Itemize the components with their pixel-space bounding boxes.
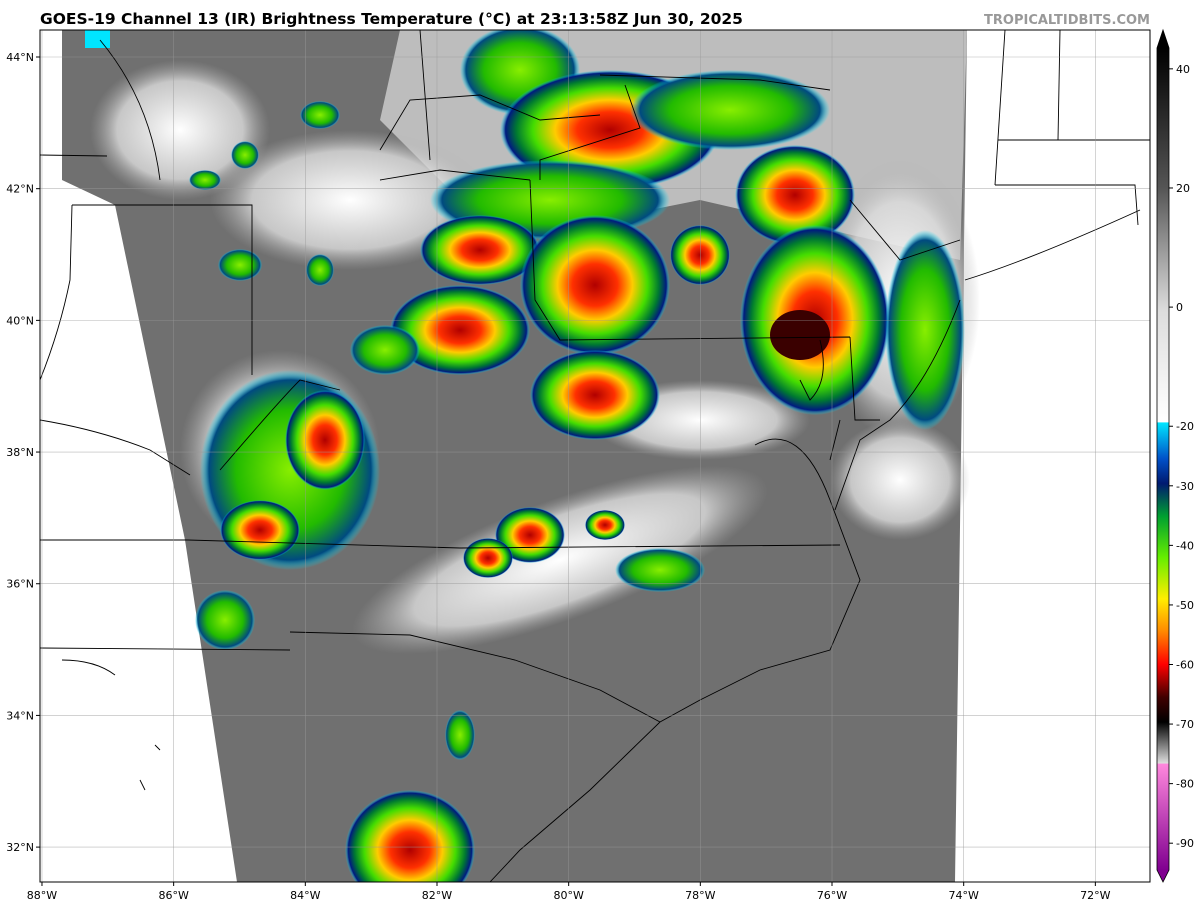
colorbar-tick-label: -80	[1176, 778, 1194, 791]
colorbar-tick-label: -90	[1176, 837, 1194, 850]
colorbar-extend-bottom	[1157, 870, 1169, 882]
lat-tick-label: 44°N	[6, 51, 34, 64]
lon-tick-label: 88°W	[27, 889, 57, 902]
borders	[40, 30, 1150, 882]
lon-tick-label: 80°W	[553, 889, 583, 902]
colorbar-tick-label: -60	[1176, 659, 1194, 672]
lon-tick-label: 72°W	[1080, 889, 1110, 902]
lon-tick-label: 82°W	[422, 889, 452, 902]
credit: TROPICALTIDBITS.COM	[984, 13, 1150, 28]
colorbar-frame	[1156, 28, 1170, 883]
colorbar-extend-top	[1157, 30, 1169, 48]
map-title: GOES-19 Channel 13 (IR) Brightness Tempe…	[40, 10, 743, 28]
lat-tick-label: 42°N	[6, 183, 34, 196]
lat-tick-label: 36°N	[6, 578, 34, 591]
satellite-imagery	[40, 30, 1150, 882]
colorbar-tick-label: -20	[1176, 420, 1194, 433]
lon-tick-label: 78°W	[685, 889, 715, 902]
colorbar	[1157, 48, 1169, 870]
colorbar-tick-label: -70	[1176, 718, 1194, 731]
colorbar-tick-label: -40	[1176, 539, 1194, 552]
lat-tick-label: 38°N	[6, 446, 34, 459]
colorbar-tick-label: -30	[1176, 480, 1194, 493]
graticule: 88°W 86°W 84°W 82°W 80°W 78°W 76°W 74°W 72°W 44°N…	[6, 30, 1150, 902]
lat-tick-label: 34°N	[6, 709, 34, 722]
lon-tick-label: 74°W	[948, 889, 978, 902]
colorbar-tick-label: 40	[1176, 63, 1190, 76]
colorbar-tick-label: 0	[1176, 301, 1183, 314]
lat-tick-label: 32°N	[6, 841, 34, 854]
lat-tick-label: 40°N	[6, 314, 34, 327]
colorbar-tick-label: 20	[1176, 182, 1190, 195]
lon-tick-label: 84°W	[290, 889, 320, 902]
colorbar-ticks: 40 20 0 -20 -30 -40 -50 -60 -70 -80 -90	[1169, 63, 1194, 850]
lon-tick-label: 86°W	[158, 889, 188, 902]
colorbar-tick-label: -50	[1176, 599, 1194, 612]
lon-tick-label: 76°W	[817, 889, 847, 902]
map-frame	[39, 29, 1151, 883]
